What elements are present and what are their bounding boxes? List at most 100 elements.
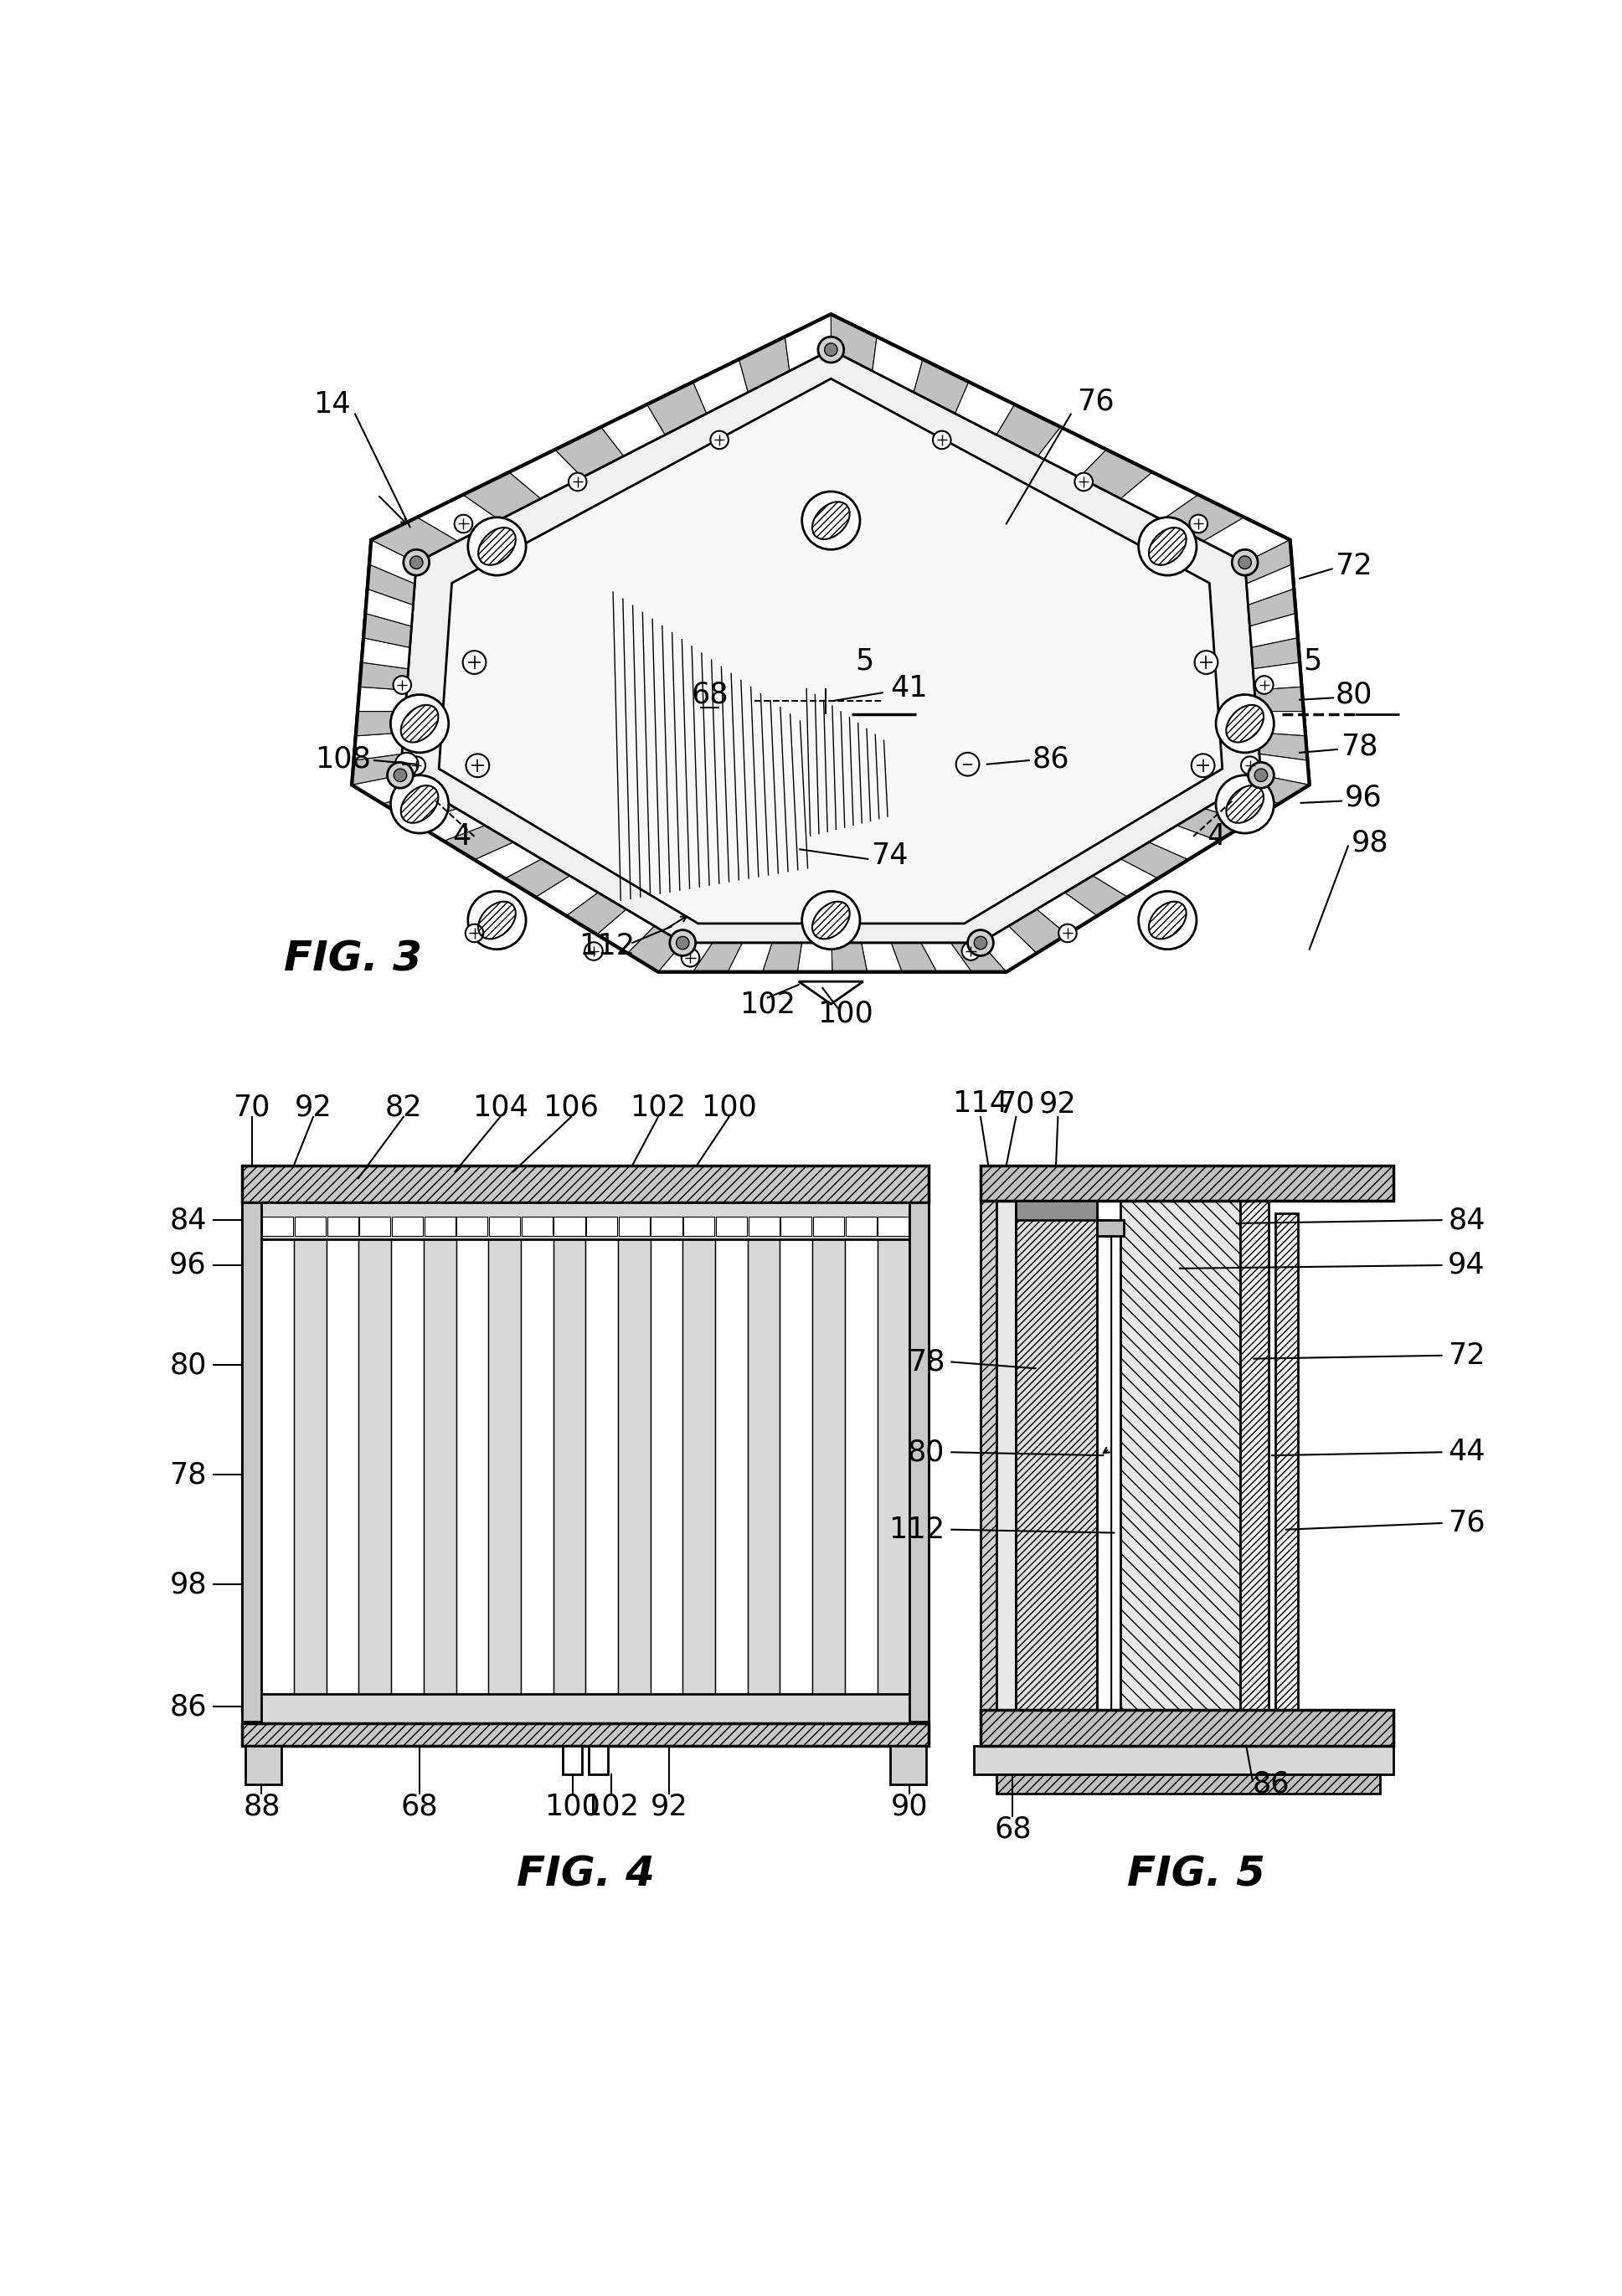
Bar <box>683 1240 715 1694</box>
Bar <box>326 1240 358 1694</box>
Circle shape <box>1075 473 1093 491</box>
Bar <box>393 1217 423 1235</box>
Text: 96: 96 <box>169 1251 208 1279</box>
Bar <box>845 1217 876 1235</box>
Polygon shape <box>1064 875 1127 916</box>
Polygon shape <box>401 349 1260 944</box>
Polygon shape <box>1249 613 1298 647</box>
Bar <box>242 1722 929 1745</box>
Bar <box>650 1217 683 1235</box>
Bar <box>981 1166 1393 1201</box>
Text: 94: 94 <box>1448 1251 1486 1279</box>
Polygon shape <box>1148 827 1218 859</box>
Bar <box>242 1694 929 1722</box>
Polygon shape <box>358 687 407 712</box>
Circle shape <box>1254 769 1267 781</box>
Text: 4: 4 <box>1207 822 1225 852</box>
Polygon shape <box>1247 565 1294 604</box>
Text: 114: 114 <box>952 1091 1009 1118</box>
Bar <box>981 1711 1393 1745</box>
Circle shape <box>391 696 449 753</box>
Circle shape <box>801 891 860 948</box>
Text: 106: 106 <box>543 1093 599 1120</box>
Text: 102: 102 <box>740 990 796 1019</box>
Circle shape <box>466 753 490 776</box>
Bar <box>780 1217 811 1235</box>
Bar <box>521 1217 553 1235</box>
Bar <box>890 1745 926 1784</box>
Circle shape <box>466 925 483 941</box>
Polygon shape <box>996 404 1061 457</box>
Bar <box>981 1201 996 1711</box>
Bar <box>490 1217 521 1235</box>
Circle shape <box>801 491 860 549</box>
Bar <box>975 1745 1393 1775</box>
Text: 44: 44 <box>1448 1437 1486 1467</box>
Text: 41: 41 <box>890 675 928 703</box>
Polygon shape <box>352 753 402 785</box>
Bar <box>878 1217 908 1235</box>
Text: 88: 88 <box>243 1793 281 1821</box>
Bar <box>748 1240 780 1694</box>
Polygon shape <box>355 712 406 737</box>
Bar <box>996 1201 1015 1711</box>
Polygon shape <box>597 909 654 953</box>
Circle shape <box>681 948 699 967</box>
Text: 102: 102 <box>582 1793 639 1821</box>
Circle shape <box>393 675 412 693</box>
Polygon shape <box>1038 427 1106 478</box>
Bar <box>456 1240 488 1694</box>
Circle shape <box>467 517 526 576</box>
Bar <box>683 1217 715 1235</box>
Polygon shape <box>1247 588 1296 627</box>
Polygon shape <box>693 944 743 971</box>
Circle shape <box>975 937 988 948</box>
Bar <box>294 1240 326 1694</box>
Bar <box>1111 1235 1121 1711</box>
Text: 72: 72 <box>1335 551 1372 581</box>
Bar <box>996 1775 1380 1793</box>
Polygon shape <box>1036 893 1096 934</box>
Text: FIG. 5: FIG. 5 <box>1127 1855 1265 1894</box>
Text: 100: 100 <box>701 1093 757 1120</box>
Polygon shape <box>417 494 500 542</box>
Text: 76: 76 <box>1448 1508 1486 1538</box>
Bar <box>521 1240 553 1694</box>
Polygon shape <box>1251 638 1299 668</box>
Polygon shape <box>1252 661 1301 691</box>
Bar <box>586 1217 618 1235</box>
Text: FIG. 4: FIG. 4 <box>516 1855 654 1894</box>
Polygon shape <box>370 540 417 583</box>
Polygon shape <box>371 517 457 563</box>
Circle shape <box>1139 891 1197 948</box>
Bar <box>423 1240 456 1694</box>
Circle shape <box>462 650 487 675</box>
Text: 80: 80 <box>170 1350 208 1380</box>
Text: 68: 68 <box>401 1793 438 1821</box>
Circle shape <box>968 930 993 955</box>
Text: 84: 84 <box>170 1205 208 1235</box>
Polygon shape <box>1009 909 1067 953</box>
Bar <box>425 1217 456 1235</box>
Bar <box>878 1240 910 1694</box>
Circle shape <box>391 776 449 833</box>
Bar <box>1275 1215 1298 1711</box>
Polygon shape <box>555 427 623 478</box>
Polygon shape <box>832 944 868 971</box>
Circle shape <box>962 941 980 960</box>
Circle shape <box>1247 762 1273 788</box>
Polygon shape <box>362 638 410 668</box>
Polygon shape <box>383 792 457 822</box>
Polygon shape <box>414 808 485 840</box>
Text: 96: 96 <box>1345 783 1382 813</box>
Polygon shape <box>1204 517 1289 563</box>
Bar <box>1096 1219 1111 1711</box>
Text: 70: 70 <box>998 1091 1035 1118</box>
Polygon shape <box>798 980 863 1003</box>
Polygon shape <box>365 588 414 627</box>
Text: 98: 98 <box>169 1570 208 1598</box>
Bar <box>295 1217 326 1235</box>
Polygon shape <box>1121 473 1199 519</box>
Circle shape <box>454 514 472 533</box>
Text: 86: 86 <box>169 1692 208 1722</box>
